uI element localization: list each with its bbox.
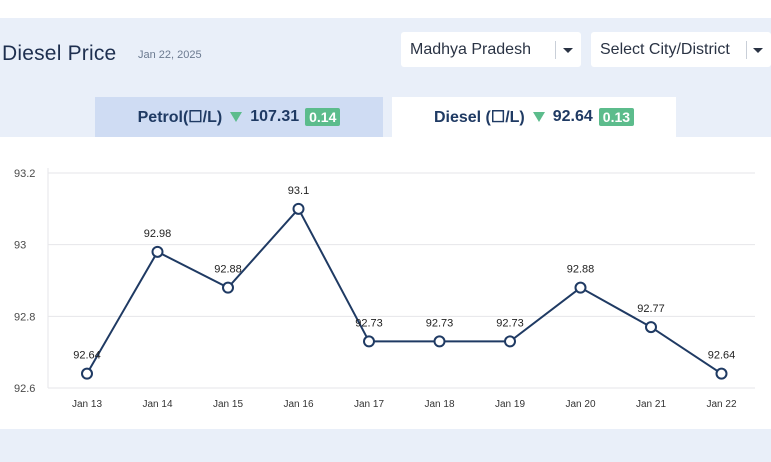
data-point — [222, 281, 234, 294]
chevron-down-icon[interactable] — [753, 48, 763, 53]
state-select[interactable]: Madhya Pradesh — [401, 32, 581, 67]
data-point — [715, 367, 728, 380]
x-tick-label: Jan 22 — [706, 399, 736, 410]
data-label: 92.64 — [708, 350, 736, 362]
page-title: Diesel Price — [2, 42, 117, 65]
y-tick-label: 92.6 — [14, 383, 35, 395]
tab-diesel-label: Diesel (☐/L) — [433, 109, 525, 126]
x-tick-label: Jan 14 — [142, 399, 172, 410]
data-point — [504, 335, 516, 348]
down-arrow-icon — [230, 112, 243, 122]
y-tick-label: 93.2 — [14, 168, 35, 180]
tab-diesel-change-badge: 0.13 — [598, 108, 635, 126]
data-label: 92.73 — [426, 317, 454, 329]
down-arrow-icon — [532, 112, 545, 122]
y-tick-label: 92.8 — [14, 311, 35, 323]
state-select-value: Madhya Pradesh — [410, 41, 531, 58]
chevron-down-icon[interactable] — [563, 48, 573, 53]
tab-diesel[interactable]: Diesel (☐/L) 92.64 0.13 — [392, 97, 676, 137]
city-select-placeholder: Select City/District — [600, 41, 730, 58]
y-tick-label: 93 — [14, 240, 26, 252]
page-date: Jan 22, 2025 — [138, 49, 202, 61]
series-line — [86, 207, 723, 375]
bottom-strip — [0, 429, 771, 462]
data-label: 92.88 — [567, 264, 595, 276]
data-point — [574, 281, 587, 294]
data-point — [645, 321, 657, 334]
tab-diesel-price: 92.64 — [552, 108, 593, 125]
data-label: 92.88 — [214, 264, 242, 276]
x-tick-label: Jan 15 — [213, 399, 243, 410]
data-label: 92.77 — [637, 303, 665, 315]
data-label: 92.64 — [73, 350, 101, 362]
data-point — [292, 202, 305, 215]
data-label: 92.98 — [144, 228, 172, 240]
tab-petrol-price: 107.31 — [250, 108, 300, 125]
tab-petrol-change-badge: 0.14 — [305, 108, 341, 126]
x-tick-label: Jan 13 — [72, 399, 102, 410]
x-tick-label: Jan 17 — [354, 399, 384, 410]
top-bar — [0, 0, 771, 18]
x-tick-label: Jan 21 — [636, 399, 666, 410]
x-tick-label: Jan 20 — [565, 399, 595, 410]
city-select-divider — [746, 41, 747, 59]
city-select[interactable]: Select City/District — [591, 32, 771, 67]
data-point — [151, 245, 164, 258]
tab-petrol-label: Petrol(☐/L) — [137, 109, 223, 126]
tab-petrol[interactable]: Petrol(☐/L) 107.31 0.14 — [95, 97, 383, 137]
data-label: 92.73 — [355, 317, 383, 329]
x-tick-label: Jan 18 — [424, 399, 454, 410]
data-point — [81, 367, 93, 380]
state-select-divider — [555, 41, 556, 59]
data-label: 92.73 — [496, 317, 524, 329]
data-label: 93.1 — [288, 185, 309, 197]
x-tick-label: Jan 19 — [495, 399, 525, 410]
chart-card: 93.2 93 92.8 92.6 Jan 13 Jan 14 Jan 15 Jan 16 Ja… — [0, 137, 771, 429]
price-line-chart: 93.2 93 92.8 92.6 Jan 13 Jan 14 Jan 15 Jan 16 Ja… — [14, 168, 755, 410]
data-point — [433, 335, 446, 348]
x-tick-label: Jan 16 — [283, 399, 313, 410]
data-point — [363, 335, 375, 348]
